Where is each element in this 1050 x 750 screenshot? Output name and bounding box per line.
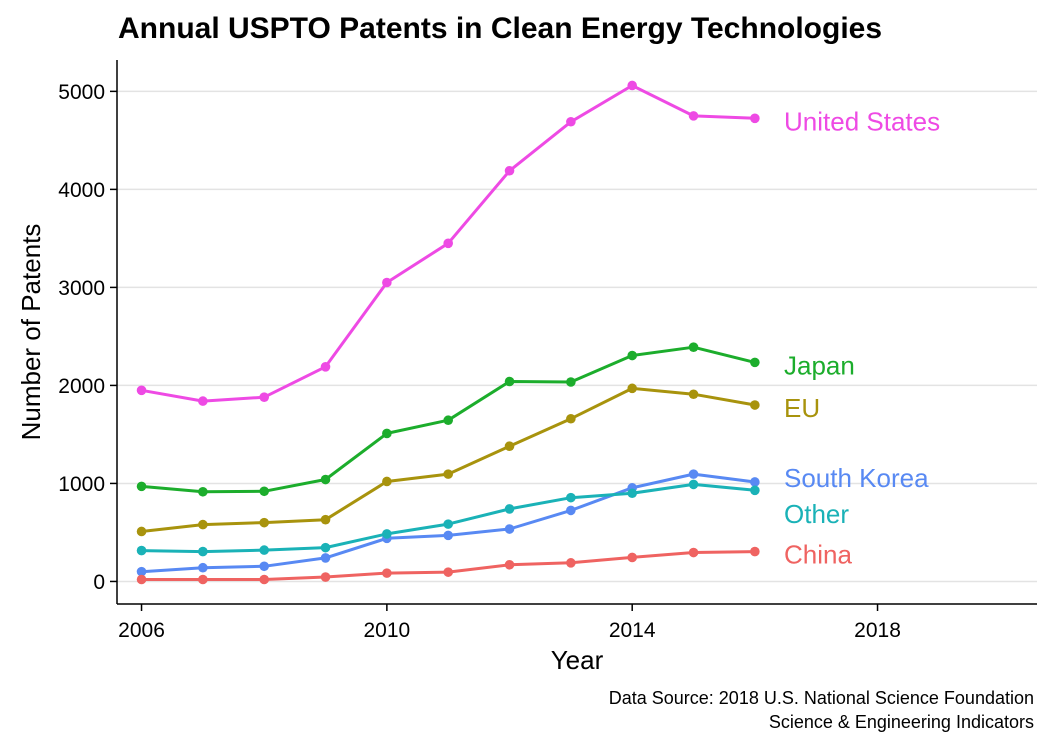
point-eu: [137, 527, 147, 537]
point-china: [627, 553, 637, 563]
point-china: [137, 575, 147, 585]
point-japan: [198, 487, 208, 497]
point-japan: [137, 482, 147, 492]
series-label-japan: Japan: [784, 350, 855, 380]
point-united-states: [505, 166, 515, 176]
point-south-korea: [750, 477, 760, 487]
chart-title: Annual USPTO Patents in Clean Energy Tec…: [118, 12, 882, 45]
point-china: [505, 560, 515, 570]
y-tick-label: 1000: [58, 473, 105, 496]
point-other: [198, 547, 208, 557]
point-other: [627, 488, 637, 498]
point-eu: [689, 389, 699, 399]
series-line-other: [142, 484, 755, 551]
y-tick-label: 3000: [58, 277, 105, 300]
point-united-states: [321, 362, 331, 372]
point-united-states: [566, 117, 576, 127]
point-eu: [627, 384, 637, 394]
point-china: [443, 567, 453, 577]
series-label-china: China: [784, 540, 852, 570]
point-japan: [750, 358, 760, 368]
y-tick-label: 0: [93, 571, 105, 594]
point-other: [321, 543, 331, 553]
point-eu: [382, 477, 392, 487]
series-points: [137, 81, 760, 585]
point-south-korea: [321, 553, 331, 563]
point-china: [689, 548, 699, 558]
point-south-korea: [443, 531, 453, 541]
point-eu: [259, 518, 269, 528]
point-china: [321, 572, 331, 582]
caption-line-1: Data Source: 2018 U.S. National Science …: [609, 688, 1034, 708]
point-eu: [505, 441, 515, 451]
point-china: [566, 558, 576, 568]
point-united-states: [689, 111, 699, 121]
point-china: [750, 547, 760, 557]
point-south-korea: [689, 469, 699, 479]
y-tick-label: 5000: [58, 81, 105, 104]
series-label-south-korea: South Korea: [784, 463, 929, 493]
point-japan: [627, 351, 637, 361]
point-eu: [443, 469, 453, 479]
point-japan: [382, 429, 392, 439]
point-south-korea: [505, 524, 515, 534]
caption-line-2: Science & Engineering Indicators: [769, 712, 1034, 732]
point-south-korea: [566, 506, 576, 516]
point-japan: [505, 377, 515, 387]
point-china: [259, 575, 269, 585]
point-other: [566, 493, 576, 503]
y-ticks: 0 1000 2000 3000 4000 5000: [58, 81, 117, 594]
point-other: [505, 504, 515, 514]
point-japan: [443, 415, 453, 425]
x-tick-label: 2006: [118, 619, 165, 642]
point-eu: [321, 515, 331, 525]
point-other: [382, 529, 392, 539]
series-line-eu: [142, 388, 755, 531]
point-south-korea: [259, 561, 269, 571]
point-japan: [259, 486, 269, 496]
point-china: [198, 575, 208, 585]
point-china: [382, 568, 392, 578]
point-united-states: [627, 81, 637, 91]
series-label-other: Other: [784, 499, 849, 529]
point-eu: [198, 520, 208, 530]
point-eu: [566, 414, 576, 424]
point-united-states: [137, 386, 147, 396]
x-axis-title: Year: [551, 645, 604, 675]
x-tick-label: 2018: [854, 619, 901, 642]
point-united-states: [443, 238, 453, 248]
point-united-states: [198, 396, 208, 406]
point-other: [443, 519, 453, 529]
y-axis-title: Number of Patents: [16, 224, 46, 441]
point-united-states: [259, 392, 269, 402]
point-other: [259, 545, 269, 555]
point-south-korea: [198, 563, 208, 573]
y-tick-label: 4000: [58, 179, 105, 202]
point-other: [750, 485, 760, 495]
series-lines: [142, 86, 755, 580]
point-other: [689, 480, 699, 490]
point-japan: [689, 342, 699, 352]
x-ticks: 2006 2010 2014 2018: [118, 604, 901, 642]
point-united-states: [382, 278, 392, 288]
y-tick-label: 2000: [58, 375, 105, 398]
x-tick-label: 2014: [609, 619, 656, 642]
series-label-united-states: United States: [784, 106, 940, 136]
point-japan: [321, 475, 331, 485]
point-united-states: [750, 114, 760, 124]
point-other: [137, 546, 147, 556]
series-labels: United States Japan EU South Korea Other Chin…: [784, 106, 940, 569]
series-label-eu: EU: [784, 393, 820, 423]
x-tick-label: 2010: [364, 619, 411, 642]
point-eu: [750, 400, 760, 410]
point-japan: [566, 377, 576, 387]
